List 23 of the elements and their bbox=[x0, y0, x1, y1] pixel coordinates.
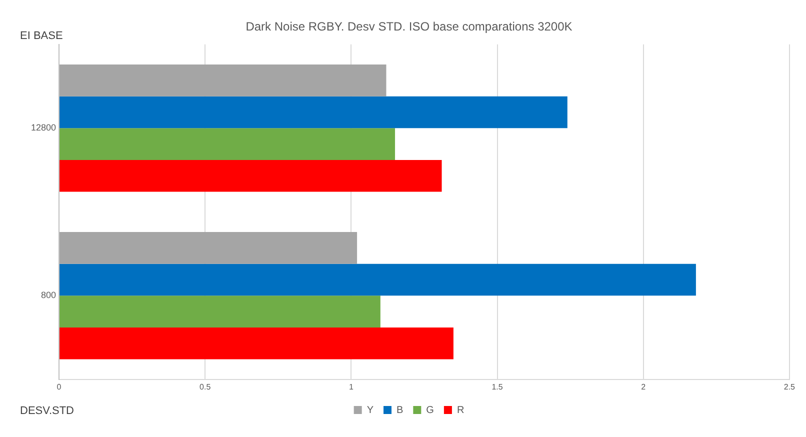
bar bbox=[60, 327, 454, 360]
y-tick-label: 800 bbox=[40, 290, 56, 300]
x-tick-label: 1.5 bbox=[492, 382, 504, 392]
bar bbox=[60, 264, 696, 296]
y-axis-title: EI BASE bbox=[20, 30, 63, 42]
bar bbox=[60, 128, 396, 160]
x-tick-label: 2 bbox=[641, 382, 646, 392]
legend-label: R bbox=[456, 404, 464, 416]
bar bbox=[60, 96, 568, 128]
chart-title: Dark Noise RGBY. Desv STD. ISO base comparations 3200K bbox=[246, 20, 572, 34]
x-tick-label: 0 bbox=[56, 382, 62, 392]
bar bbox=[60, 160, 442, 192]
x-tick-label: 1 bbox=[348, 382, 354, 392]
legend-label: Y bbox=[366, 404, 374, 416]
bar bbox=[60, 64, 386, 96]
bar bbox=[60, 232, 358, 264]
y-tick-label: 12800 bbox=[30, 122, 56, 133]
x-tick-label: 2.5 bbox=[784, 382, 796, 392]
legend-label: B bbox=[396, 404, 404, 416]
legend-label: G bbox=[426, 404, 434, 416]
x-axis-title: DESV.STD bbox=[20, 405, 74, 418]
x-tick-label: 0.5 bbox=[200, 382, 212, 392]
bar bbox=[60, 296, 380, 328]
